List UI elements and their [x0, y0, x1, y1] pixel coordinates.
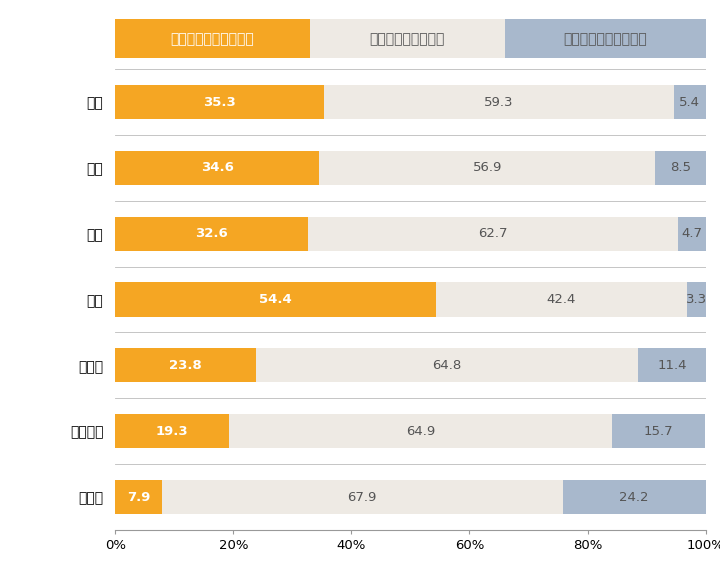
Bar [162, 480, 563, 514]
Bar [115, 151, 320, 185]
Text: 4.7: 4.7 [681, 227, 702, 240]
Text: 34.6: 34.6 [201, 161, 234, 175]
Text: 67.9: 67.9 [348, 491, 377, 503]
Text: 32.6: 32.6 [195, 227, 228, 240]
Text: 19.3: 19.3 [156, 425, 189, 438]
Text: 35.3: 35.3 [203, 96, 235, 108]
Bar [323, 85, 674, 119]
Text: 11.4: 11.4 [657, 359, 687, 372]
Bar [115, 217, 307, 251]
Text: 59.3: 59.3 [484, 96, 513, 108]
Text: 3.3: 3.3 [686, 293, 707, 306]
FancyBboxPatch shape [505, 20, 706, 58]
Bar [674, 85, 706, 119]
Bar [655, 151, 706, 185]
Bar [115, 282, 436, 317]
Text: 7.9: 7.9 [127, 491, 150, 503]
Bar [307, 217, 678, 251]
Bar [436, 282, 687, 317]
Bar [563, 480, 706, 514]
Bar [320, 151, 655, 185]
Text: 42.4: 42.4 [547, 293, 576, 306]
Text: 5.4: 5.4 [679, 96, 700, 108]
FancyBboxPatch shape [310, 20, 505, 58]
Bar [687, 282, 706, 317]
Text: 54.4: 54.4 [259, 293, 292, 306]
Text: 64.8: 64.8 [433, 359, 462, 372]
Text: 56.9: 56.9 [473, 161, 502, 175]
Text: 24.2: 24.2 [619, 491, 649, 503]
Bar [639, 348, 706, 382]
Bar [115, 348, 256, 382]
Text: 15.7: 15.7 [644, 425, 673, 438]
Bar [115, 480, 162, 514]
Bar [115, 414, 229, 448]
Text: どちらともいえない: どちらともいえない [370, 32, 445, 46]
Bar [229, 414, 612, 448]
Bar [115, 85, 323, 119]
Text: ＳＫＵ数を増やしたい: ＳＫＵ数を増やしたい [171, 32, 254, 46]
Bar [256, 348, 639, 382]
Text: 64.9: 64.9 [406, 425, 436, 438]
Bar [678, 217, 706, 251]
Bar [612, 414, 705, 448]
Text: ＳＫＵ数を減らしたい: ＳＫＵ数を減らしたい [563, 32, 647, 46]
Text: 8.5: 8.5 [670, 161, 691, 175]
Text: 23.8: 23.8 [169, 359, 202, 372]
FancyBboxPatch shape [115, 20, 310, 58]
Text: 62.7: 62.7 [478, 227, 508, 240]
